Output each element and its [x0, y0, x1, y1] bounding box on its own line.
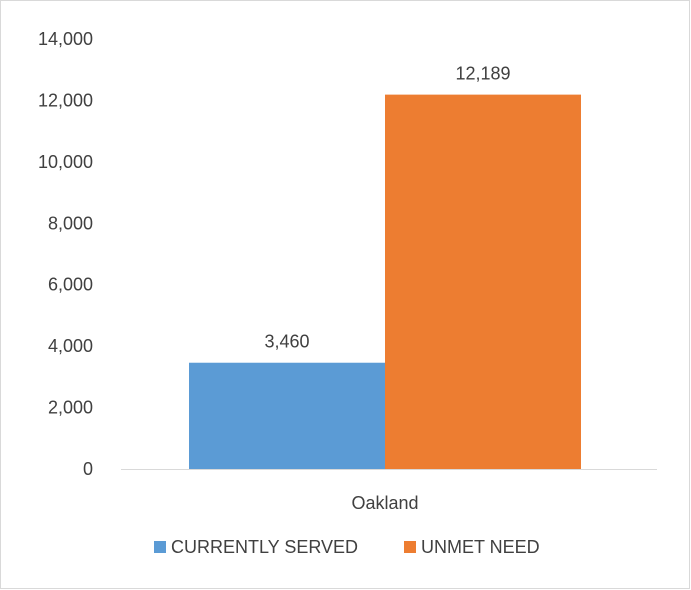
y-tick-label: 0 — [83, 459, 93, 479]
data-label: 3,460 — [264, 332, 309, 352]
y-tick-label: 4,000 — [48, 336, 93, 356]
y-tick-label: 8,000 — [48, 213, 93, 233]
data-label: 12,189 — [455, 64, 510, 84]
bars — [189, 94, 581, 470]
y-tick-label: 6,000 — [48, 275, 93, 295]
bar-unmet-need — [385, 94, 581, 470]
y-tick-label: 12,000 — [38, 90, 93, 110]
y-tick-label: 2,000 — [48, 398, 93, 418]
bar-currently-served — [189, 362, 385, 469]
y-axis-tick-labels: 0 2,000 4,000 6,000 8,000 10,000 12,000 14,000 — [38, 29, 93, 479]
legend-label: UNMET NEED — [421, 537, 540, 557]
y-tick-label: 14,000 — [38, 29, 93, 49]
legend-swatch — [404, 541, 416, 553]
legend-label: CURRENTLY SERVED — [171, 537, 358, 557]
data-labels: 3,460 12,189 — [264, 64, 510, 352]
legend-swatch — [154, 541, 166, 553]
y-tick-label: 10,000 — [38, 152, 93, 172]
legend: CURRENTLY SERVED UNMET NEED — [154, 537, 540, 557]
x-tick-label: Oakland — [351, 493, 418, 513]
